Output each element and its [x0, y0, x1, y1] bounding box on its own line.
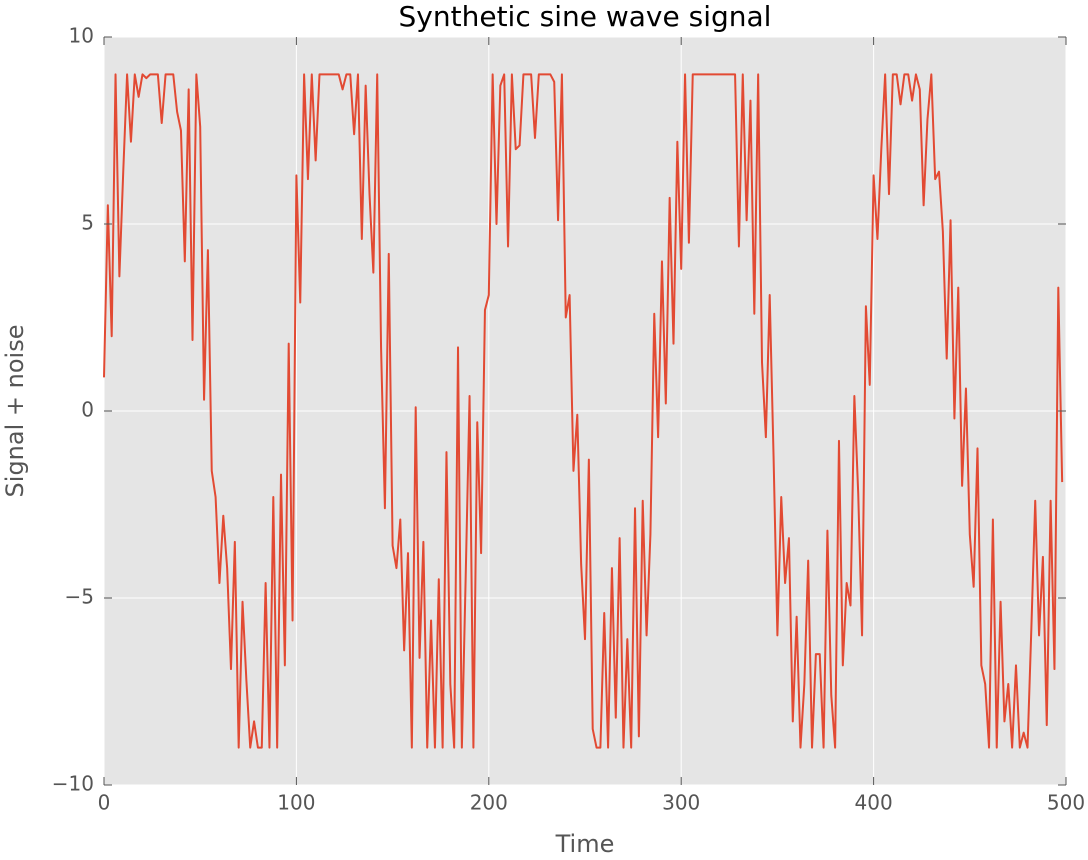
signal-line [103, 73, 1064, 749]
x-tick-label: 400 [855, 791, 893, 815]
x-tick-label: 200 [470, 791, 508, 815]
y-tick-label: −10 [52, 772, 94, 796]
y-tick-label: −5 [65, 585, 94, 609]
x-tick-label: 300 [662, 791, 700, 815]
x-tick-label: 100 [277, 791, 315, 815]
x-tick-label: 0 [98, 791, 111, 815]
y-axis-label: Signal + noise [1, 325, 29, 498]
y-tick-label: 5 [81, 211, 94, 235]
chart-title: Synthetic sine wave signal [399, 0, 772, 33]
y-tick-label: 0 [81, 398, 94, 422]
y-tick-label: 10 [69, 24, 94, 48]
x-tick-label: 500 [1047, 791, 1085, 815]
x-axis-label: Time [555, 830, 615, 858]
